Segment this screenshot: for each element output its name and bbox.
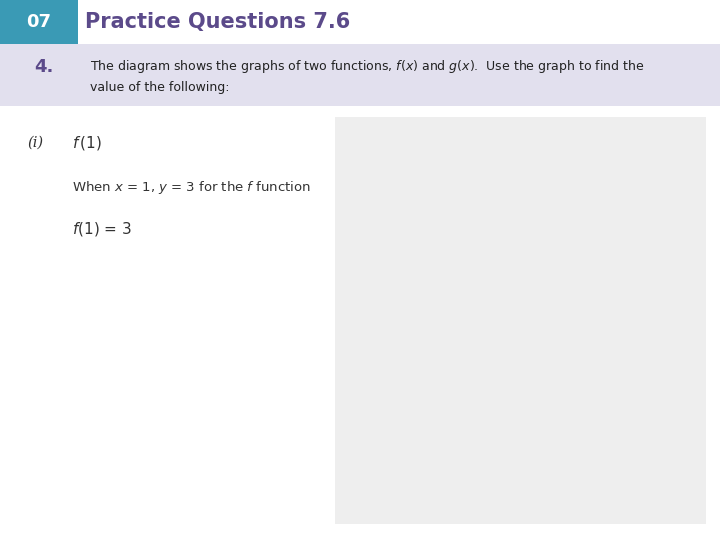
Text: $f\,(1)$: $f\,(1)$ (72, 134, 102, 152)
Point (534, 254, 545, 263)
Text: 2: 2 (596, 339, 603, 349)
Point (442, 354, 454, 362)
Point (472, 420, 484, 428)
Point (624, 320, 636, 329)
Text: Practice Questions 7.6: Practice Questions 7.6 (85, 12, 350, 32)
Text: 3: 3 (627, 339, 634, 349)
Text: −5: −5 (379, 339, 395, 349)
Point (534, 320, 545, 329)
Text: $g(x)$: $g(x)$ (634, 336, 659, 353)
Point (564, 420, 575, 428)
Point (624, 188, 636, 197)
Text: 4.: 4. (35, 58, 54, 76)
Point (594, 287, 606, 296)
Text: 3: 3 (526, 220, 532, 231)
Point (412, 354, 423, 362)
Point (442, 221, 454, 230)
Text: 5: 5 (526, 154, 532, 164)
Text: When $x$ = 1, $y$ = 3 for the $f$ function: When $x$ = 1, $y$ = 3 for the $f$ functi… (72, 179, 311, 196)
Text: −1: −1 (516, 353, 532, 363)
Point (412, 287, 423, 296)
Point (594, 320, 606, 329)
Text: −1: −1 (500, 339, 517, 349)
Text: 07: 07 (27, 13, 51, 31)
Text: −3: −3 (440, 339, 456, 349)
Point (564, 221, 575, 230)
Text: 4: 4 (526, 187, 532, 197)
Point (472, 254, 484, 263)
Text: The diagram shows the graphs of two functions, $f(x)$ and $g(x)$.  Use the graph: The diagram shows the graphs of two func… (90, 58, 644, 94)
Text: $f(x)$: $f(x)$ (634, 198, 655, 213)
Text: 2: 2 (526, 253, 532, 264)
Text: 1: 1 (566, 339, 573, 349)
Text: $f(1)$ = 3: $f(1)$ = 3 (72, 220, 132, 238)
Text: 4: 4 (657, 339, 665, 349)
Text: −4: −4 (409, 339, 426, 349)
Point (503, 387, 515, 395)
Text: 0: 0 (539, 339, 546, 349)
Text: −3: −3 (516, 419, 532, 429)
Text: $y$: $y$ (543, 134, 553, 149)
Text: (i): (i) (27, 136, 43, 150)
Text: −4: −4 (516, 452, 532, 462)
Text: $x$: $x$ (675, 335, 684, 348)
Text: −2: −2 (470, 339, 487, 349)
Text: −2: −2 (516, 386, 532, 396)
Text: 1: 1 (526, 287, 532, 296)
Point (503, 155, 515, 164)
